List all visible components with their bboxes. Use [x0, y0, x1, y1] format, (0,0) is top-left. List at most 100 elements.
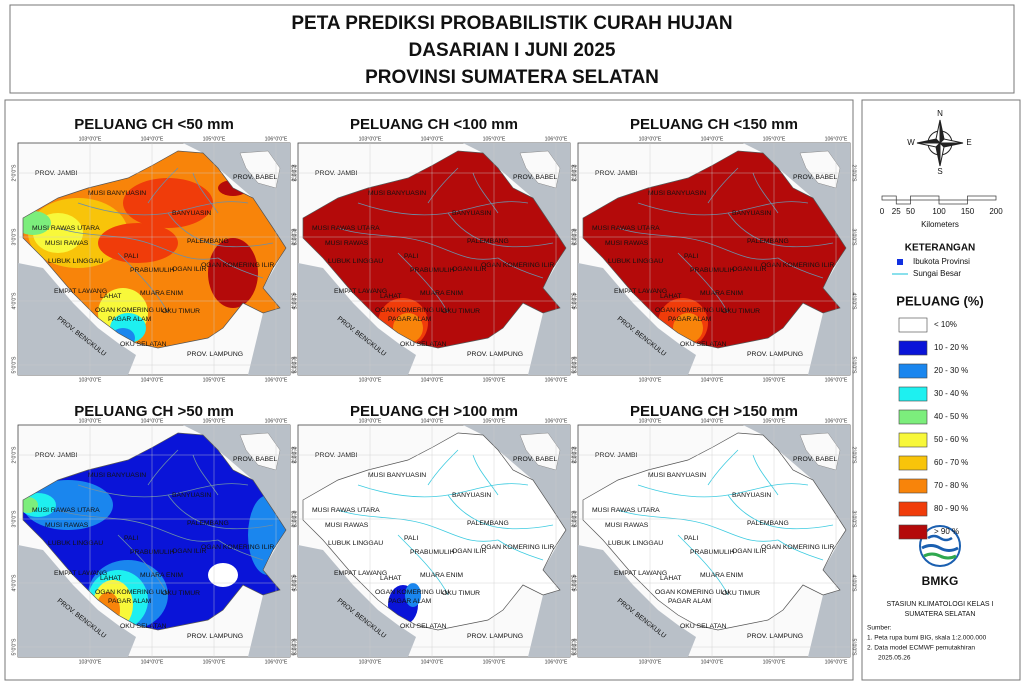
region-label: MUSI BANYUASIN — [368, 472, 426, 479]
class-swatch — [898, 317, 928, 333]
region-label: PROV. BABEL — [233, 456, 278, 463]
river — [497, 539, 544, 561]
region-label: MUSI BANYUASIN — [648, 190, 706, 197]
region-label: LUBUK LINGGAU — [48, 258, 103, 265]
probability-zone — [208, 563, 238, 587]
sea — [578, 263, 696, 375]
lon-tick: 103°0'0"E — [639, 659, 662, 665]
lat-tick: 2°0'0"S — [11, 164, 17, 182]
lat-tick: 2°0'0"S — [291, 164, 297, 182]
region-label: PROV. BABEL — [513, 456, 558, 463]
region-label: PAGAR ALAM — [668, 316, 712, 323]
region-label: PAGAR ALAM — [668, 598, 712, 605]
region-label: PRABUMULIH — [690, 549, 735, 556]
peluang-title: PELUANG (%) — [896, 293, 983, 308]
lon-tick: 103°0'0"E — [359, 418, 382, 424]
maps: PELUANG CH <50 mm PROV. JAMBI PROV. BABEL M… — [11, 116, 856, 665]
region-label: PROV. LAMPUNG — [747, 351, 803, 358]
region-label: OGAN ILIR — [452, 266, 486, 273]
river — [677, 252, 729, 314]
region-label: MUSI RAWAS UTARA — [312, 225, 380, 232]
lat-tick: 5°0'0"S — [291, 638, 297, 656]
region-label: PALI — [684, 253, 698, 260]
lon-tick: 105°0'0"E — [203, 377, 226, 383]
region-label: MUSI RAWAS — [605, 522, 649, 529]
region-label: LUBUK LINGGAU — [608, 540, 663, 547]
region-label: PROV. BABEL — [233, 174, 278, 181]
region-label: PROV. JAMBI — [35, 452, 78, 459]
lon-tick: 106°0'0"E — [545, 377, 568, 383]
region-label: PALEMBANG — [467, 238, 509, 245]
region-label: PALEMBANG — [747, 520, 789, 527]
region-label: MUARA ENIM — [140, 290, 183, 297]
region-label: OKU SELATAN — [120, 623, 167, 630]
lon-tick: 104°0'0"E — [701, 377, 724, 383]
river — [167, 212, 274, 248]
lon-tick: 103°0'0"E — [359, 377, 382, 383]
region-label: LAHAT — [660, 575, 681, 582]
lat-tick: 4°0'0"S — [571, 292, 577, 310]
region-label: LAHAT — [380, 575, 401, 582]
lat-tick: 4°0'0"S — [571, 292, 577, 310]
lat-tick: 5°0'0"S — [851, 356, 857, 374]
sea — [463, 425, 570, 657]
region-label: LUBUK LINGGAU — [608, 258, 663, 265]
lat-tick: 5°0'0"S — [11, 356, 17, 374]
scale-tick: 50 — [906, 207, 915, 216]
region-label: MUSI RAWAS UTARA — [32, 225, 100, 232]
lon-tick: 106°0'0"E — [825, 377, 848, 383]
region-label: PROV. BABEL — [793, 174, 838, 181]
lon-tick: 103°0'0"E — [79, 418, 102, 424]
scale-segment — [895, 199, 911, 205]
map-panel: PROV. JAMBI PROV. BABEL MUSI BANYUASIN BANY… — [571, 136, 856, 383]
sea — [578, 545, 696, 657]
lon-tick: 104°0'0"E — [421, 659, 444, 665]
class-swatch — [898, 432, 928, 448]
region-label: PAGAR ALAM — [388, 598, 432, 605]
lat-tick: 4°0'0"S — [291, 574, 297, 592]
lat-tick: 2°0'0"S — [291, 446, 297, 464]
region-label: MUSI RAWAS UTARA — [32, 507, 100, 514]
river — [677, 534, 729, 596]
lon-tick: 105°0'0"E — [763, 377, 786, 383]
region-label: PROV. JAMBI — [595, 170, 638, 177]
scale-tick: 200 — [989, 207, 1003, 216]
lon-tick: 103°0'0"E — [79, 377, 102, 383]
lon-tick: 104°0'0"E — [141, 659, 164, 665]
region-label: PRABUMULIH — [410, 267, 455, 274]
region-label: MUSI RAWAS — [325, 522, 369, 529]
lat-tick: 5°0'0"S — [571, 638, 577, 656]
scale-segment — [938, 199, 968, 205]
region-label: PROV. LAMPUNG — [187, 351, 243, 358]
province-outline — [302, 150, 567, 349]
probability-zone — [123, 178, 213, 228]
river — [472, 172, 499, 214]
region-label: OKU SELATAN — [680, 341, 727, 348]
province-outline — [22, 150, 287, 349]
river — [472, 454, 499, 496]
region-label: MUSI RAWAS — [45, 240, 89, 247]
river — [117, 534, 169, 596]
lon-tick: 105°0'0"E — [203, 659, 226, 665]
scale-segment — [910, 195, 940, 201]
lat-tick: 4°0'0"S — [851, 292, 857, 310]
class-swatch — [898, 409, 928, 425]
region-label: EMPAT LAWANG — [54, 570, 107, 577]
class-label: > 90 % — [934, 527, 959, 536]
lat-tick: 3°0'0"S — [11, 510, 17, 528]
lat-tick: 4°0'0"S — [851, 574, 857, 592]
lat-tick: 5°0'0"S — [571, 356, 577, 374]
region-label: OGAN KOMERING ILIR — [761, 262, 834, 269]
region-label: OKU SELATAN — [120, 341, 167, 348]
region-label: LAHAT — [380, 293, 401, 300]
river — [727, 212, 834, 248]
region-label: PROV. LAMPUNG — [467, 351, 523, 358]
compass-w: W — [907, 138, 915, 147]
scale-segment — [967, 195, 997, 201]
river — [447, 212, 554, 248]
region-label: OGAN KOMERING ULU — [655, 589, 729, 596]
river — [427, 167, 459, 204]
scale-segment — [881, 195, 897, 201]
river — [337, 227, 499, 260]
lon-tick: 105°0'0"E — [483, 418, 506, 424]
